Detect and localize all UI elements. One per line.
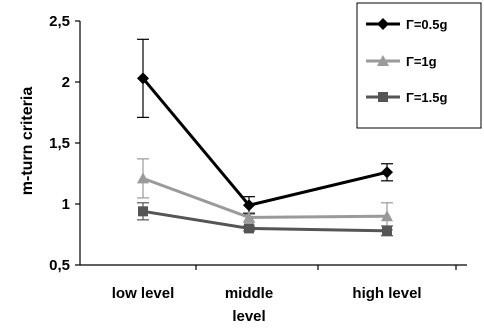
y-tick-label: 2,5 <box>49 13 70 30</box>
legend-marker <box>377 18 389 30</box>
data-point <box>243 211 255 223</box>
series-group <box>137 38 393 237</box>
data-point <box>138 206 148 217</box>
data-point <box>137 172 149 184</box>
x-tick-label: level <box>232 308 265 325</box>
data-point <box>243 199 255 212</box>
series-line <box>142 176 388 219</box>
y-tick-label: 0,5 <box>49 257 70 274</box>
legend-label: Γ=1g <box>406 54 437 69</box>
axes: 0,5 1 1,5 2 2,5 low level middle level high leve… <box>19 13 467 325</box>
legend-marker <box>377 55 389 66</box>
series-2 <box>137 158 393 231</box>
legend: Γ=0.5g Γ=1g Γ=1.5g <box>356 2 482 129</box>
series-3 <box>137 202 393 237</box>
legend-label: Γ=1.5g <box>406 90 447 105</box>
data-point <box>244 223 254 234</box>
data-point <box>382 225 392 236</box>
data-point <box>381 166 393 179</box>
legend-marker <box>378 92 388 102</box>
y-axis-title: m-turn criteria <box>19 87 36 196</box>
legend-label: Γ=0.5g <box>406 17 447 32</box>
series-line <box>141 77 388 207</box>
x-tick-label: high level <box>352 285 421 302</box>
x-tick-label: low level <box>112 285 175 302</box>
y-tick-label: 2 <box>62 74 70 91</box>
data-point <box>381 210 393 222</box>
x-tick-label: middle <box>225 285 273 302</box>
y-tick-label: 1,5 <box>49 135 70 152</box>
series-1 <box>137 38 393 215</box>
series-line <box>142 209 388 233</box>
data-point <box>137 72 149 85</box>
y-tick-label: 1 <box>62 196 70 213</box>
